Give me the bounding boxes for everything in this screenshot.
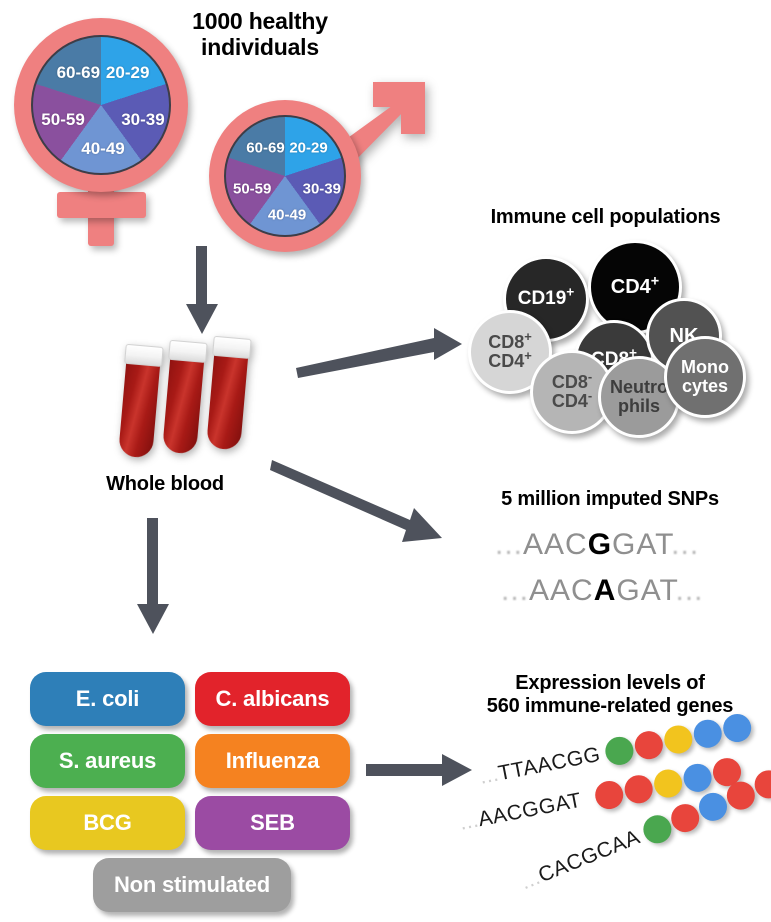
pie-label-50-59: 50-59 — [41, 109, 85, 129]
stimulus-box-s--aureus: S. aureus — [30, 734, 185, 788]
stimulus-box-e--coli: E. coli — [30, 672, 185, 726]
arrow-blood-to-immune-cells — [296, 328, 462, 378]
stimulus-box-seb: SEB — [195, 796, 350, 850]
snp-variant-allele: A — [593, 574, 617, 607]
expression-title: Expression levels of 560 immune-related … — [450, 672, 770, 718]
expression-title-line-2: 560 immune-related genes — [486, 695, 734, 717]
immune-cell-label: CD19+ — [517, 284, 575, 310]
whole-blood-label: Whole blood — [106, 473, 224, 495]
strand-lead-dots: ... — [517, 865, 544, 895]
snp-right-flank: GAT — [616, 574, 676, 607]
snps-title: 5 million imputed SNPs — [501, 488, 719, 510]
title-line-1: 1000 healthy — [192, 8, 328, 34]
gene-strand-sequence: ...CACGCAA — [517, 825, 644, 895]
title-line-2: individuals — [201, 34, 319, 61]
snp-sequence-block: ...AACGGAT... ...AACAGAT... — [495, 528, 755, 618]
immune-cell-population-cluster: CD19+ CD4+ CD8+ NK CD8+ CD4+ CD8- CD4- Neutro phi… — [0, 0, 771, 460]
female-symbol-crossbar — [57, 192, 146, 218]
stimulus-label: Influenza — [225, 748, 320, 773]
snp-prefix: ... — [495, 528, 524, 561]
female-gender-symbol: 20-29 30-39 40-49 50-59 60-69 — [6, 10, 196, 250]
gene-bead — [592, 778, 626, 812]
snp-variant-allele: G — [587, 528, 613, 561]
pie-label-20-29: 20-29 — [289, 139, 328, 157]
gene-bead — [720, 711, 754, 745]
strand-lead-dots: ... — [477, 762, 501, 789]
arrow-blood-to-stimuli — [137, 518, 169, 634]
snp-left-flank: AAC — [529, 574, 594, 607]
snp-sequence-row: ...AACAGAT... — [501, 574, 704, 608]
gene-bead — [661, 723, 695, 756]
stimulus-label: C. albicans — [215, 686, 330, 711]
immune-cell-label: CD4+ — [610, 273, 660, 298]
stimulus-label: S. aureus — [58, 748, 157, 773]
immune-cell-label: Mono cytes — [681, 357, 729, 396]
gene-bead — [681, 761, 714, 795]
gene-bead — [632, 728, 666, 762]
gene-bead — [622, 772, 656, 806]
gene-bead — [602, 734, 636, 768]
snp-sequence-row: ...AACGGAT... — [495, 528, 699, 562]
immune-cell-label: CD8+ CD4+ — [488, 329, 532, 371]
snp-suffix: ... — [671, 528, 700, 561]
pie-label-20-29: 20-29 — [105, 63, 150, 83]
stimulus-label: E. coli — [75, 686, 140, 711]
pie-label-50-59: 50-59 — [233, 180, 272, 198]
snp-left-flank: AAC — [523, 528, 588, 561]
male-gender-symbol: 20-29 30-39 40-49 50-59 60-69 — [197, 80, 427, 260]
gene-strand-sequence: ...AACGGAT — [457, 788, 584, 835]
arrow-stimuli-to-expression — [366, 754, 472, 786]
gene-expression-strands: ...TTAACGG ...AACGGAT ...CACGCAA — [457, 711, 771, 915]
arrow-cohort-to-blood — [186, 246, 218, 334]
stimulus-box-bcg: BCG — [30, 796, 185, 850]
stimulus-box-non-stimulated: Non stimulated — [93, 858, 291, 912]
gene-bead — [651, 767, 685, 800]
female-age-pie-chart: 20-29 30-39 40-49 50-59 60-69 — [31, 35, 171, 175]
arrow-blood-to-snps — [270, 460, 442, 542]
male-age-pie-chart: 20-29 30-39 40-49 50-59 60-69 — [224, 115, 346, 237]
pie-label-40-49: 40-49 — [267, 206, 307, 224]
expression-title-line-1: Expression levels of — [515, 672, 705, 694]
page-title: 1000 healthy individuals — [160, 8, 360, 61]
immune-cell-label: CD8- CD4- — [551, 369, 593, 411]
stimulus-box-c--albicans: C. albicans — [195, 672, 350, 726]
immune-cell-label: Neutro phils — [610, 377, 668, 416]
snp-right-flank: GAT — [612, 528, 672, 561]
immune-cells-title: Immune cell populations — [490, 206, 721, 228]
pie-label-30-39: 30-39 — [302, 180, 341, 198]
immune-cell-neutrophils: Neutro phils — [598, 356, 680, 438]
immune-cell-monocytes: Mono cytes — [664, 336, 746, 418]
pie-label-60-69: 60-69 — [56, 63, 101, 83]
snp-prefix: ... — [501, 574, 530, 607]
gene-bead — [691, 717, 725, 751]
pie-label-60-69: 60-69 — [246, 139, 285, 157]
stimulus-label: Non stimulated — [113, 872, 271, 897]
stimulus-label: SEB — [250, 810, 295, 835]
strand-lead-dots: ... — [457, 808, 481, 835]
stimuli-panel: E. coli C. albicans S. aureus Influenza BCG S… — [30, 672, 360, 912]
stimulus-label: BCG — [83, 810, 132, 835]
pie-label-40-49: 40-49 — [81, 139, 125, 158]
stimulus-box-influenza: Influenza — [195, 734, 350, 788]
snp-suffix: ... — [675, 574, 704, 607]
pie-label-30-39: 30-39 — [121, 109, 165, 129]
